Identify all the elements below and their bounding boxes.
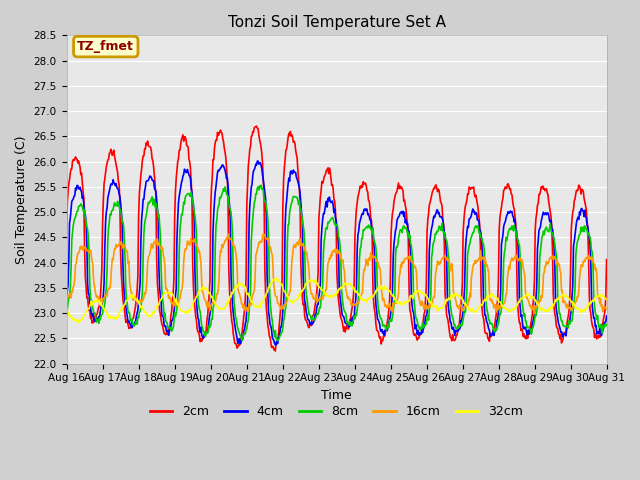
4cm (404, 221, 412, 227)
2cm (271, 348, 279, 354)
4cm (183, 169, 191, 175)
8cm (72, 211, 80, 217)
2cm (128, 319, 136, 324)
2cm (404, 223, 412, 229)
4cm (128, 325, 136, 331)
32cm (129, 292, 136, 298)
Y-axis label: Soil Temperature (C): Soil Temperature (C) (15, 135, 28, 264)
4cm (419, 325, 427, 331)
2cm (603, 257, 611, 263)
32cm (419, 290, 427, 296)
Title: Tonzi Soil Temperature Set A: Tonzi Soil Temperature Set A (228, 15, 445, 30)
32cm (272, 275, 280, 281)
16cm (531, 311, 538, 316)
Line: 8cm: 8cm (67, 185, 607, 341)
8cm (419, 325, 427, 331)
Text: TZ_fmet: TZ_fmet (77, 40, 134, 53)
16cm (419, 300, 426, 305)
2cm (72, 156, 80, 161)
4cm (603, 313, 611, 319)
8cm (183, 192, 191, 198)
16cm (72, 261, 80, 266)
16cm (211, 300, 219, 306)
32cm (63, 305, 70, 311)
2cm (253, 123, 260, 129)
32cm (404, 298, 412, 303)
8cm (128, 316, 136, 322)
Line: 2cm: 2cm (67, 126, 607, 351)
2cm (211, 140, 219, 145)
4cm (63, 297, 70, 303)
32cm (212, 303, 220, 309)
8cm (274, 338, 282, 344)
4cm (272, 342, 280, 348)
8cm (404, 230, 412, 236)
32cm (72, 317, 80, 323)
32cm (75, 320, 83, 325)
2cm (63, 231, 70, 237)
32cm (184, 308, 191, 313)
4cm (72, 187, 80, 193)
4cm (211, 189, 219, 195)
16cm (183, 246, 191, 252)
2cm (183, 143, 191, 148)
4cm (254, 158, 262, 164)
8cm (257, 182, 265, 188)
Line: 16cm: 16cm (67, 234, 607, 313)
16cm (63, 293, 70, 299)
16cm (403, 255, 411, 261)
32cm (603, 297, 611, 302)
Line: 32cm: 32cm (67, 278, 607, 323)
Line: 4cm: 4cm (67, 161, 607, 345)
8cm (211, 244, 219, 250)
16cm (603, 306, 611, 312)
Legend: 2cm, 4cm, 8cm, 16cm, 32cm: 2cm, 4cm, 8cm, 16cm, 32cm (145, 400, 528, 423)
8cm (63, 312, 70, 317)
2cm (419, 317, 427, 323)
X-axis label: Time: Time (321, 389, 352, 402)
16cm (224, 231, 232, 237)
16cm (128, 290, 136, 296)
8cm (603, 322, 611, 327)
